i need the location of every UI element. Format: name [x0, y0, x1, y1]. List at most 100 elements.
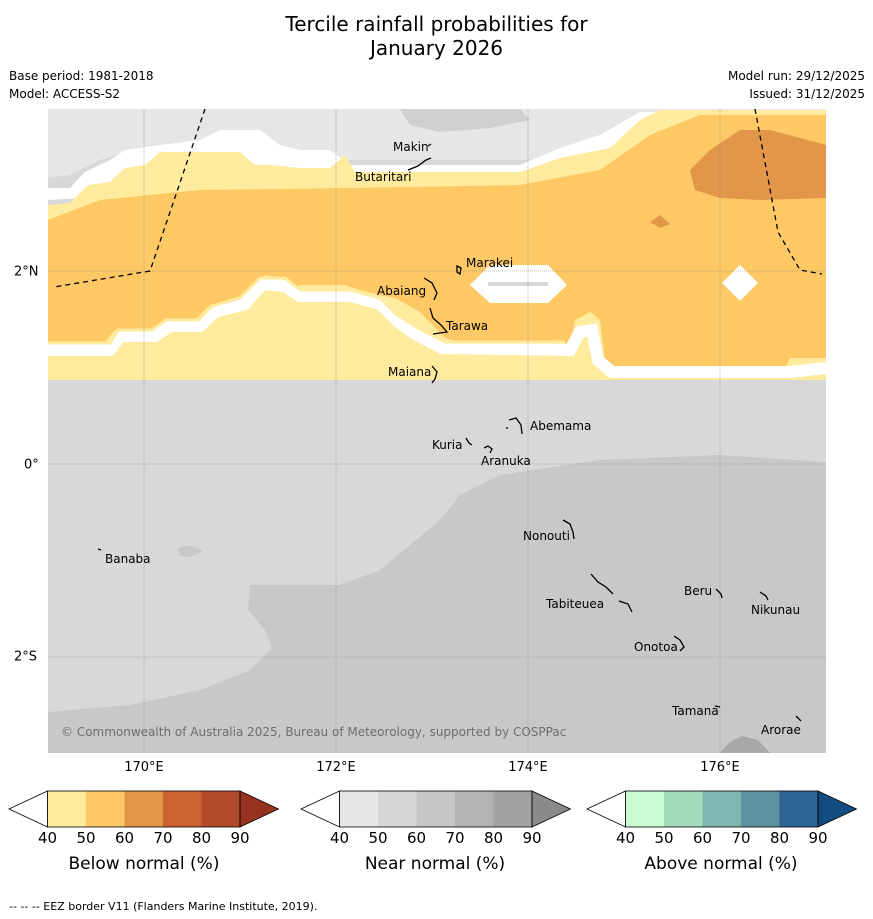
colorbar-tick-label: 80	[483, 829, 504, 847]
eez-border	[53, 108, 823, 288]
transition-hole-east	[722, 265, 758, 301]
label-aranuka: Aranuka	[481, 454, 531, 468]
island-marakei-shape	[456, 264, 462, 276]
colorbar-cell	[163, 791, 202, 827]
colorbar-tick-label: 80	[769, 829, 790, 847]
island-onotoa-shape	[673, 635, 685, 652]
label-beru: Beru	[684, 584, 712, 598]
colorbar-cell	[625, 791, 664, 827]
island-maiana-shape	[431, 365, 438, 384]
model-run: Model run: 29/12/2025	[727, 69, 865, 83]
island-makin-shape	[427, 143, 432, 147]
label-banaba: Banaba	[105, 552, 151, 566]
label-makin: Makin	[393, 140, 429, 154]
colorbar-outline	[339, 790, 533, 828]
colorbar-tick-label: 90	[522, 829, 542, 847]
colorbar-tick-label: 80	[191, 829, 212, 847]
colorbar-below-normal	[8, 790, 280, 828]
colorbar-tick-label: 40	[615, 829, 636, 847]
label-butaritari: Butaritari	[355, 170, 412, 184]
colorbar-extend-low	[586, 790, 626, 828]
colorbar-tick-label: 70	[445, 829, 465, 847]
lon-label-170e: 170°E	[124, 760, 164, 775]
colorbar-tick-label: 60	[114, 829, 135, 847]
eez-legend-note: -- -- -- EEZ border V11 (Flanders Marine…	[9, 900, 318, 913]
colorbar-tick-label: 60	[406, 829, 427, 847]
colorbar-cell	[493, 791, 532, 827]
base-period: Base period: 1981-2018	[9, 69, 154, 83]
model-name: Model: ACCESS-S2	[9, 87, 121, 101]
map-title: Tercile rainfall probabilities for Janua…	[0, 12, 873, 60]
label-tabiteuea: Tabiteuea	[545, 597, 604, 611]
title-line-2: January 2026	[369, 36, 504, 60]
island-tarawa-shape	[429, 307, 449, 335]
label-nikunau: Nikunau	[751, 603, 800, 617]
lon-label-172e: 172°E	[316, 760, 356, 775]
near-normal-dark-region	[48, 455, 826, 753]
colorbar-tick-label: 70	[153, 829, 173, 847]
near-normal-small-patch	[178, 545, 203, 557]
copyright-notice: © Commonwealth of Australia 2025, Bureau…	[61, 725, 566, 739]
island-beru-shape	[715, 588, 723, 599]
label-marakei: Marakei	[466, 256, 513, 270]
colorbar-cell	[702, 791, 741, 827]
island-butaritari-shape	[407, 157, 432, 171]
label-abaiang: Abaiang	[377, 284, 426, 298]
colorbar-cell	[124, 791, 163, 827]
island-tabiteuea-north-shape	[590, 573, 614, 595]
lon-label-176e: 176°E	[700, 760, 740, 775]
near-normal-darkest-patch	[720, 736, 770, 753]
label-kuria: Kuria	[432, 438, 463, 452]
colorbar-extend-low	[300, 790, 340, 828]
lon-label-174e: 174°E	[508, 760, 548, 775]
island-aranuka-shape	[483, 445, 493, 454]
label-tarawa: Tarawa	[445, 319, 488, 333]
island-labels: Makin Butaritari Marakei Abaiang Tarawa …	[105, 140, 801, 737]
colorbar-outline	[625, 790, 819, 828]
colorbar-tick-label: 90	[808, 829, 828, 847]
colorbar-title-near: Near normal (%)	[364, 854, 506, 874]
island-arorae-shape	[795, 715, 802, 722]
colorbar-cell	[779, 791, 818, 827]
colorbar-tick-label: 70	[731, 829, 751, 847]
colorbar-tick-label: 90	[230, 829, 250, 847]
island-tabiteuea-south-shape	[618, 600, 633, 613]
label-maiana: Maiana	[388, 365, 431, 379]
below-normal-high-patch	[650, 215, 670, 228]
colorbar-tick-label: 40	[329, 829, 350, 847]
colorbar-title-above: Above normal (%)	[644, 854, 798, 874]
label-arorae: Arorae	[761, 723, 801, 737]
colorbar-cell	[47, 791, 86, 827]
lat-label-0: 0°	[24, 457, 39, 473]
label-abemama: Abemama	[530, 419, 591, 433]
graticule	[48, 109, 826, 753]
transition-hole-marakei-inner	[488, 282, 548, 286]
colorbar-cell	[339, 791, 378, 827]
transition-white-middle	[48, 277, 826, 378]
meta-right: Model run: 29/12/2025 Issued: 31/12/2025	[728, 67, 865, 103]
colorbar-cell	[416, 791, 455, 827]
colorbar-outline	[47, 790, 241, 828]
label-tamana: Tamana	[671, 704, 719, 718]
island-abemama-shape	[508, 417, 523, 435]
island-nonouti-shape	[562, 519, 575, 540]
island-outlines	[97, 143, 802, 722]
colorbar-title-below: Below normal (%)	[68, 854, 220, 874]
island-nikunau-shape	[759, 591, 769, 601]
eez-border-west	[53, 108, 206, 288]
colorbar-cell	[201, 791, 240, 827]
island-abaiang-shape	[423, 277, 438, 301]
near-normal-north-darker	[400, 109, 530, 132]
map-field	[48, 109, 826, 753]
title-line-1: Tercile rainfall probabilities for	[285, 12, 588, 36]
colorbar-cell	[378, 791, 417, 827]
colorbar-tick-label: 50	[368, 829, 388, 847]
colorbar-tick-label: 50	[654, 829, 674, 847]
island-kuria-shape	[465, 437, 473, 446]
colorbar-extend-high	[239, 790, 280, 828]
lat-label-2n: 2°N	[14, 264, 39, 280]
eez-border-east	[754, 108, 823, 275]
colorbar-above-normal	[586, 790, 858, 828]
colorbar-tick-label: 40	[37, 829, 58, 847]
